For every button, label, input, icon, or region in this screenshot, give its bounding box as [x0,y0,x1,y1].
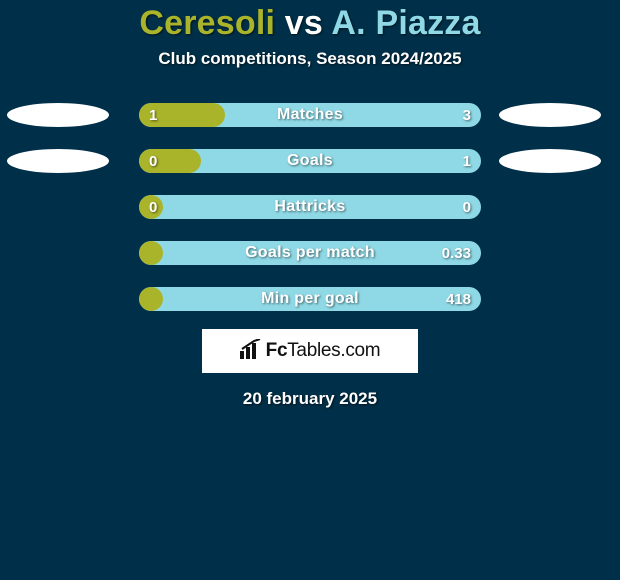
stat-value-right: 1 [463,149,471,173]
comparison-card: Ceresoli vs A. Piazza Club competitions,… [0,0,620,580]
branding-rest: Tables.com [287,340,380,361]
stat-bar-fill [139,103,225,127]
stat-label: Min per goal [139,287,481,311]
stat-bar-fill [139,149,201,173]
subtitle: Club competitions, Season 2024/2025 [0,49,620,69]
title-player-right: A. Piazza [331,4,480,42]
stat-label: Hattricks [139,195,481,219]
stat-row: 00Hattricks [0,195,620,219]
stat-value-right: 0.33 [442,241,471,265]
stat-bar: 00Hattricks [139,195,481,219]
player-photo-left [7,103,109,127]
stat-row: 01Goals [0,149,620,173]
player-photo-left [7,149,109,173]
page-title: Ceresoli vs A. Piazza [0,4,620,43]
chart-icon [240,339,262,364]
branding-bold: Fc [266,340,288,361]
stat-bar: 418Min per goal [139,287,481,311]
stat-value-right: 418 [446,287,471,311]
stat-label: Goals per match [139,241,481,265]
stat-row: 418Min per goal [0,287,620,311]
player-photo-right [499,103,601,127]
branding-text: FcTables.com [266,340,381,362]
player-photo-right [499,149,601,173]
stat-value-right: 3 [463,103,471,127]
stat-bar: 0.33Goals per match [139,241,481,265]
stat-rows: 13Matches 01Goals 00Hattricks 0.33Goals per… [0,103,620,311]
stat-bar-fill [139,241,163,265]
stat-bar: 13Matches [139,103,481,127]
stat-value-right: 0 [463,195,471,219]
stat-row: 13Matches [0,103,620,127]
branding-box: FcTables.com [202,329,418,373]
footer-date: 20 february 2025 [0,389,620,409]
title-vs: vs [275,4,331,42]
branding-inner: FcTables.com [240,339,381,364]
stat-bar: 01Goals [139,149,481,173]
title-player-left: Ceresoli [139,4,275,42]
stat-bar-fill [139,287,163,311]
stat-bar-fill [139,195,163,219]
stat-row: 0.33Goals per match [0,241,620,265]
